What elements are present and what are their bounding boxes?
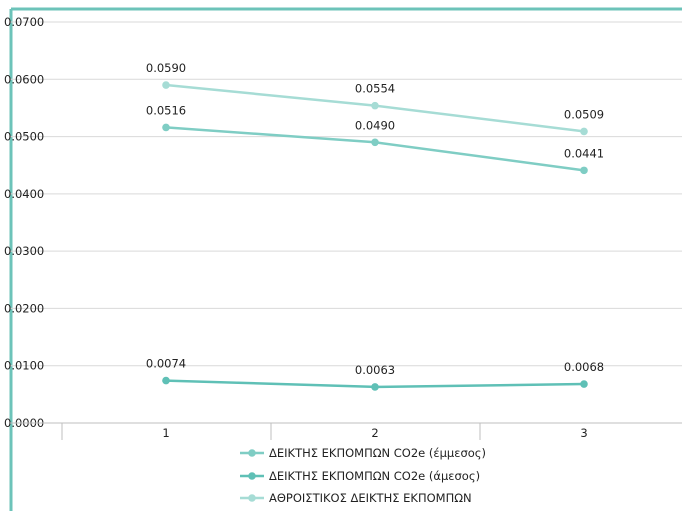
data-label: 0.0509 xyxy=(564,107,604,121)
data-point xyxy=(580,380,588,388)
data-labels: 0.0590 0.0554 0.0509 0.0516 0.0490 0.0441 0.00… xyxy=(146,61,604,377)
data-label: 0.0490 xyxy=(355,118,395,132)
data-label: 0.0554 xyxy=(355,82,395,96)
legend-swatch-marker xyxy=(248,472,256,480)
legend-swatch-marker xyxy=(248,494,256,502)
x-tick-label: 3 xyxy=(580,426,587,440)
y-tick-label: 0.0300 xyxy=(4,244,44,258)
legend-swatch-marker xyxy=(248,449,256,457)
x-tick-label: 2 xyxy=(371,426,378,440)
data-label: 0.0063 xyxy=(355,363,395,377)
y-tick-label: 0.0200 xyxy=(4,301,44,315)
gridlines xyxy=(10,21,682,367)
data-point xyxy=(371,101,379,110)
series-group xyxy=(162,81,588,391)
data-point xyxy=(371,383,379,391)
x-axis: 1 2 3 xyxy=(10,422,682,440)
series-line xyxy=(165,126,585,172)
data-label: 0.0074 xyxy=(146,357,186,371)
y-tick-label: 0.0500 xyxy=(4,130,44,144)
legend-label: ΔΕΙΚΤΗΣ ΕΚΠΟΜΠΩΝ CO2e (άμεσος) xyxy=(269,469,480,483)
data-label: 0.0441 xyxy=(564,146,604,160)
data-point xyxy=(162,81,170,89)
legend-label: ΑΘΡΟΙΣΤΙΚΟΣ ΔΕΙΚΤΗΣ ΕΚΠΟΜΠΩΝ xyxy=(269,491,472,505)
y-tick-label: 0.0700 xyxy=(4,15,44,29)
y-axis: 0.00000.01000.02000.03000.04000.05000.06… xyxy=(4,15,44,430)
y-tick-label: 0.0100 xyxy=(4,359,44,373)
legend-label: ΔΕΙΚΤΗΣ ΕΚΠΟΜΠΩΝ CO2e (έμμεσος) xyxy=(269,446,486,460)
y-tick-label: 0.0600 xyxy=(4,72,44,86)
data-point xyxy=(580,166,588,175)
data-point xyxy=(371,138,379,147)
data-label: 0.0590 xyxy=(146,61,186,75)
data-point xyxy=(162,376,170,385)
y-tick-label: 0.0400 xyxy=(4,187,44,201)
chart-frame xyxy=(9,7,682,511)
data-label: 0.0516 xyxy=(146,103,186,117)
data-point xyxy=(162,123,170,132)
legend: ΔΕΙΚΤΗΣ ΕΚΠΟΜΠΩΝ CO2e (έμμεσος) ΔΕΙΚΤΗΣ Ε… xyxy=(240,446,486,505)
data-point xyxy=(580,127,588,136)
data-label: 0.0068 xyxy=(564,360,604,374)
x-tick-label: 1 xyxy=(162,426,169,440)
